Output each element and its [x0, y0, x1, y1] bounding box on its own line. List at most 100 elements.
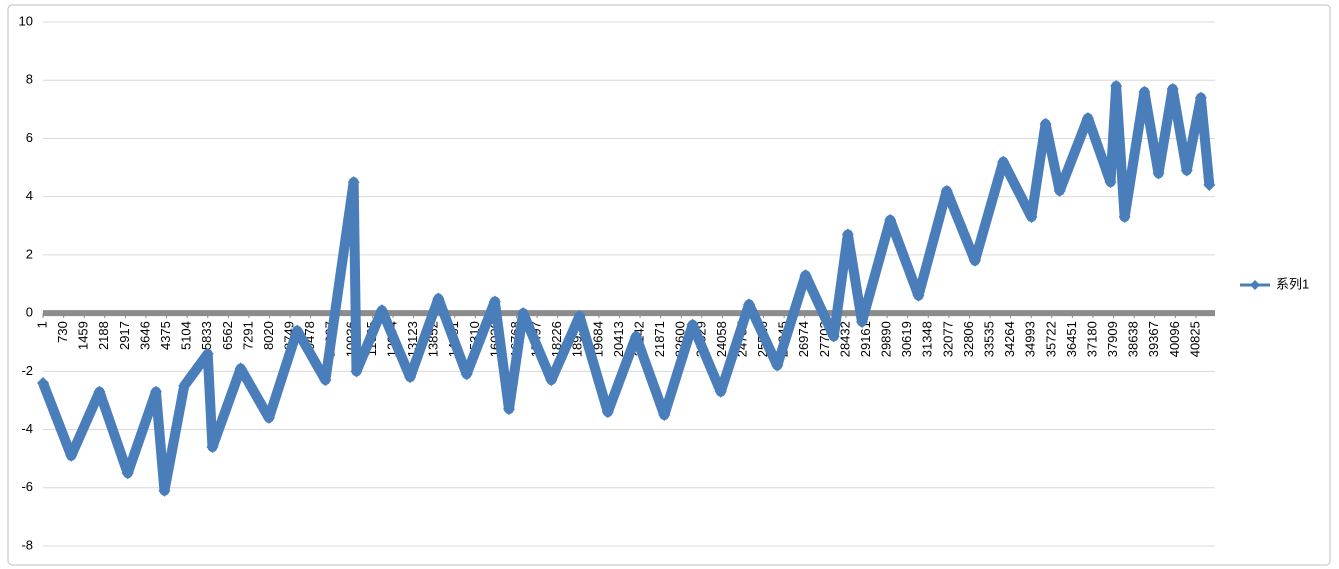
x-tick-label: 6562: [220, 321, 235, 350]
data-marker: [65, 449, 78, 462]
data-marker: [1025, 211, 1038, 224]
x-tick-label: 28432: [837, 321, 852, 357]
x-tick-label: 35722: [1043, 321, 1058, 357]
data-marker: [630, 330, 643, 343]
data-marker: [404, 371, 417, 384]
data-marker: [432, 292, 445, 305]
data-marker: [158, 484, 171, 497]
x-tick-label: 33535: [981, 321, 996, 357]
y-tick-label: -4: [21, 421, 33, 436]
data-marker: [37, 376, 49, 389]
x-tick-label: 2917: [117, 321, 132, 350]
x-tick-label: 24058: [714, 321, 729, 357]
data-marker: [460, 368, 473, 381]
data-marker: [1081, 112, 1094, 125]
data-marker: [1118, 211, 1131, 224]
data-marker: [502, 403, 515, 416]
x-tick-label: 36451: [1064, 321, 1079, 357]
y-tick-label: 6: [26, 130, 33, 145]
x-tick-label: 34993: [1023, 321, 1038, 357]
x-tick-label: 29161: [858, 321, 873, 357]
y-tick-label: 8: [26, 72, 33, 87]
x-tick-label: 5104: [179, 321, 194, 350]
y-tick-label: 2: [26, 246, 33, 261]
x-tick-label: 37180: [1084, 321, 1099, 357]
data-marker: [573, 310, 586, 323]
y-tick-label: 10: [19, 13, 33, 28]
data-marker: [601, 406, 614, 419]
x-tick-label: 20413: [611, 321, 626, 357]
x-tick-label: 39367: [1146, 321, 1161, 357]
data-marker: [841, 228, 854, 241]
data-marker: [488, 295, 501, 308]
data-marker: [799, 269, 812, 282]
data-marker: [658, 409, 671, 421]
data-marker: [375, 304, 388, 317]
data-marker: [234, 362, 247, 375]
data-marker: [855, 315, 868, 328]
data-marker: [201, 347, 214, 360]
y-tick-label: 0: [26, 305, 33, 320]
legend-label: 系列1: [1276, 276, 1309, 291]
data-marker: [319, 374, 332, 387]
chart-frame: [7, 4, 1331, 566]
data-marker: [714, 385, 727, 398]
data-marker: [1039, 117, 1052, 130]
data-marker: [517, 307, 530, 320]
data-marker: [1110, 80, 1123, 93]
x-tick-label: 32077: [940, 321, 955, 357]
data-marker: [1180, 164, 1193, 177]
x-tick-label: 4375: [158, 321, 173, 350]
data-marker: [93, 385, 106, 398]
data-marker: [347, 176, 360, 189]
data-marker: [1104, 176, 1117, 189]
data-marker: [1138, 85, 1151, 98]
y-tick-label: -8: [21, 537, 33, 552]
data-marker: [121, 467, 134, 480]
x-tick-label: 34264: [1002, 321, 1017, 357]
x-tick-label: 2188: [96, 321, 111, 350]
x-tick-label: 29890: [879, 321, 894, 357]
x-tick-label: 37909: [1105, 321, 1120, 357]
x-tick-label: 40825: [1187, 321, 1202, 357]
x-tick-label: 26974: [796, 321, 811, 357]
data-marker: [912, 289, 925, 302]
data-marker: [1166, 82, 1179, 95]
y-tick-label: -6: [21, 479, 33, 494]
data-marker: [1053, 184, 1066, 197]
x-tick-label: 1459: [76, 321, 91, 350]
x-tick-label: 730: [55, 321, 70, 343]
data-marker: [827, 330, 840, 343]
data-marker: [968, 254, 981, 267]
x-tick-label: 32806: [961, 321, 976, 357]
data-marker: [178, 379, 191, 392]
x-tick-label: 40096: [1167, 321, 1182, 357]
data-marker: [262, 411, 275, 424]
data-marker: [291, 324, 304, 337]
x-tick-label: 1: [34, 321, 49, 328]
data-marker: [1194, 91, 1207, 104]
x-tick-label: 7291: [240, 321, 255, 350]
x-tick-label: 8020: [261, 321, 276, 350]
x-tick-label: 5833: [199, 321, 214, 350]
y-tick-label: -2: [21, 363, 33, 378]
data-marker: [206, 441, 219, 454]
data-marker: [997, 155, 1010, 168]
data-marker: [771, 359, 784, 372]
data-marker: [350, 365, 363, 378]
x-tick-label: 31348: [920, 321, 935, 357]
legend-marker: [1250, 280, 1260, 290]
data-marker: [1203, 179, 1216, 192]
y-tick-label: 4: [26, 188, 33, 203]
data-marker: [545, 374, 558, 387]
data-marker: [1152, 167, 1165, 180]
x-tick-label: 3646: [137, 321, 152, 350]
data-marker: [743, 298, 756, 311]
data-marker: [686, 318, 699, 331]
x-tick-label: 21871: [652, 321, 667, 357]
data-marker: [940, 184, 953, 197]
x-tick-label: 38638: [1126, 321, 1141, 357]
x-tick-label: 30619: [899, 321, 914, 357]
data-marker: [884, 213, 897, 226]
